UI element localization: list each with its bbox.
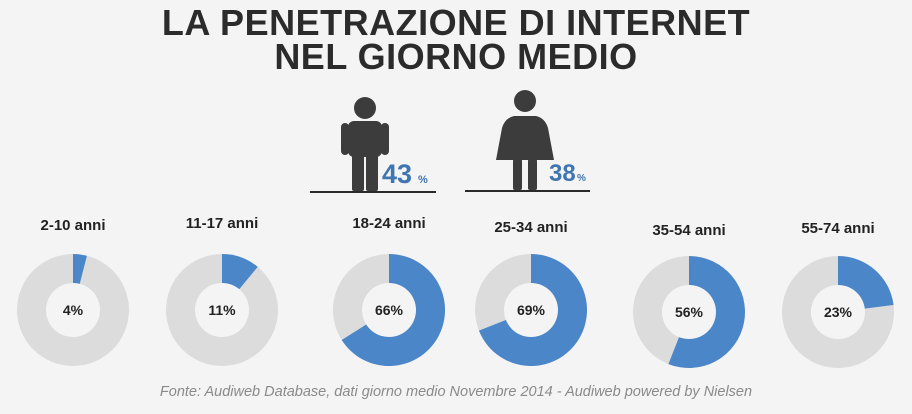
donut-hole (504, 283, 558, 337)
category-label: 25-34 anni (494, 219, 567, 236)
category-label: 18-24 anni (352, 215, 425, 232)
value-label: 69% (517, 302, 546, 318)
category-label: 35-54 anni (652, 222, 725, 239)
female-value: 38 (549, 160, 576, 187)
value-label: 11% (208, 302, 236, 318)
title-line-2: NEL GIORNO MEDIO (274, 36, 638, 77)
female-figure-icon (496, 90, 554, 190)
value-label: 23% (824, 304, 853, 320)
category-label: 11-17 anni (186, 215, 259, 232)
male-figure-icon (341, 97, 389, 191)
title-line-1: LA PENETRAZIONE DI INTERNET (161, 2, 751, 43)
category-label: 2-10 anni (40, 217, 105, 234)
donut-hole (195, 283, 249, 337)
male-unit: % (418, 174, 428, 186)
donut-hole (362, 283, 416, 337)
female-unit: % (577, 173, 586, 184)
male-value: 43 (382, 159, 412, 189)
donut-hole (662, 285, 716, 339)
source-note: Fonte: Audiweb Database, dati giorno med… (159, 384, 753, 400)
page-title: LA PENETRAZIONE DI INTERNET NEL GIORNO M… (0, 2, 912, 77)
category-label: 55-74 anni (801, 220, 874, 237)
donut-group: 2-10 anni 4% 11-17 anni 11% 18-24 anni 66% 25-… (17, 215, 894, 368)
value-label: 56% (675, 304, 704, 320)
donut-hole (811, 285, 865, 339)
value-label: 4% (63, 302, 84, 318)
value-label: 66% (375, 302, 404, 318)
donut-hole (46, 283, 100, 337)
